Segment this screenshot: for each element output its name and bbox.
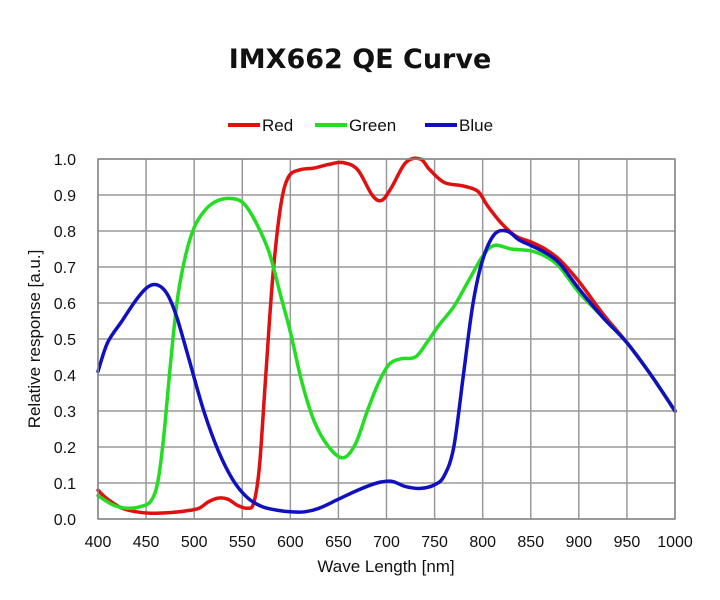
series-line-green: [96, 196, 677, 511]
y-tick-label: 0.8: [54, 224, 76, 241]
x-tick-label: 500: [181, 534, 208, 551]
series-lines: [96, 156, 677, 516]
y-tick-labels: 0.0 0.1 0.2 0.3 0.4 0.5 0.6 0.7 0.8 0.9 1.0: [54, 152, 76, 529]
series-line-blue: [96, 228, 677, 514]
x-tick-label: 800: [469, 534, 496, 551]
series-line-red: [96, 156, 677, 516]
x-tick-label: 900: [565, 534, 592, 551]
x-tick-label: 1000: [657, 534, 693, 551]
legend-item-green: Green: [315, 116, 396, 135]
x-tick-label: 850: [517, 534, 544, 551]
y-tick-label: 1.0: [54, 152, 76, 169]
x-tick-labels: 400 450 500 550 600 650 700 750 800 850 900 950 1000: [85, 534, 693, 551]
y-tick-label: 0.7: [54, 260, 76, 277]
legend-item-red: Red: [228, 116, 293, 135]
y-tick-label: 0.3: [54, 404, 76, 421]
x-tick-label: 700: [373, 534, 400, 551]
y-tick-label: 0.1: [54, 476, 76, 493]
legend: Red Green Blue: [228, 116, 493, 135]
y-tick-label: 0.4: [54, 368, 76, 385]
x-tick-label: 600: [277, 534, 304, 551]
y-tick-label: 0.5: [54, 332, 76, 349]
legend-item-blue: Blue: [425, 116, 493, 135]
chart-title: IMX662 QE Curve: [228, 44, 492, 75]
plot-frame: [97, 158, 676, 520]
y-tick-label: 0.2: [54, 440, 76, 457]
x-axis-label: Wave Length [nm]: [317, 557, 454, 576]
y-tick-label: 0.6: [54, 296, 76, 313]
y-tick-label: 0.0: [54, 512, 76, 529]
x-tick-label: 550: [229, 534, 256, 551]
legend-label: Red: [262, 116, 293, 135]
x-tick-label: 650: [325, 534, 352, 551]
x-tick-label: 950: [614, 534, 641, 551]
legend-label: Blue: [459, 116, 493, 135]
grid: [97, 158, 676, 520]
x-tick-label: 750: [421, 534, 448, 551]
y-axis-label: Relative response [a.u.]: [25, 250, 44, 429]
y-tick-label: 0.9: [54, 188, 76, 205]
legend-label: Green: [349, 116, 396, 135]
x-tick-label: 400: [85, 534, 112, 551]
x-tick-label: 450: [133, 534, 160, 551]
